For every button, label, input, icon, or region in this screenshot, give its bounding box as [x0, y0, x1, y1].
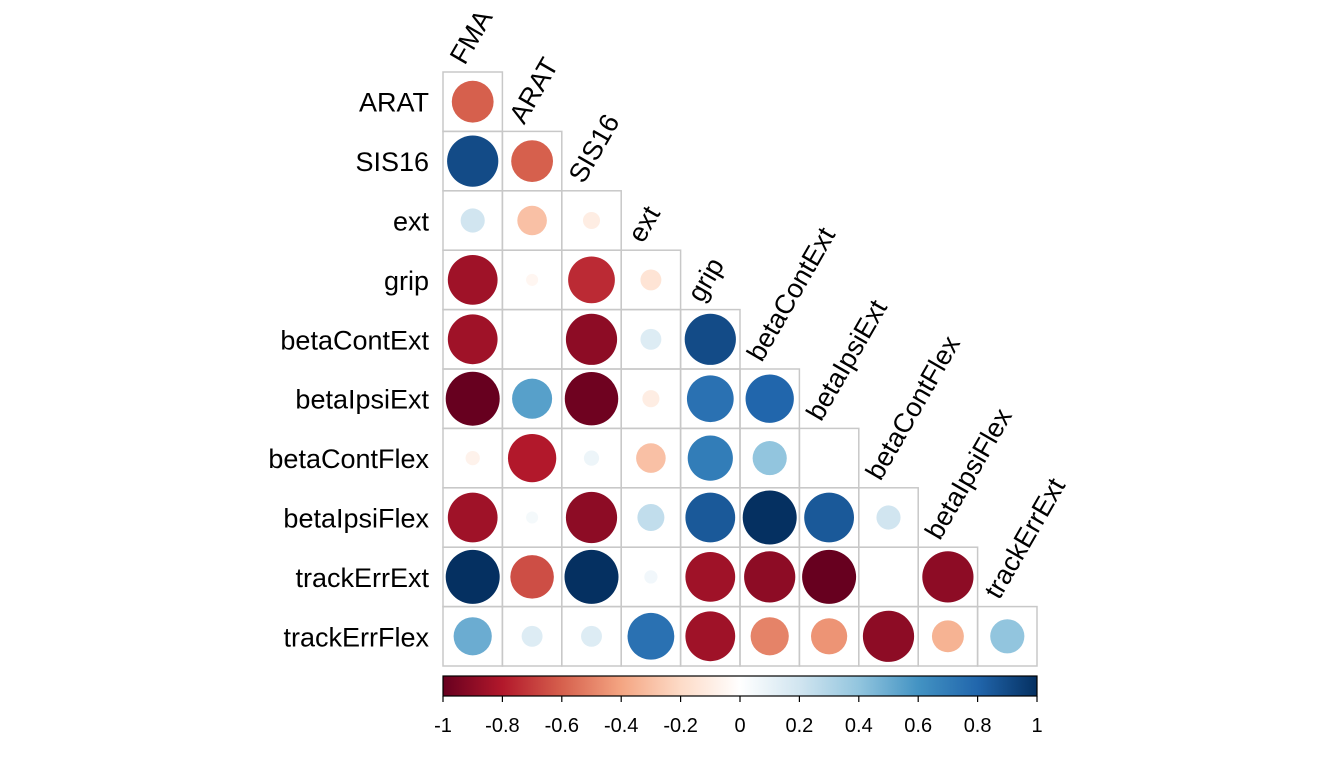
row-label: SIS16 [355, 147, 429, 177]
correlation-circle [521, 625, 543, 647]
correlation-circle [685, 552, 736, 602]
correlation-circle [447, 314, 498, 365]
column-label: betaContExt [741, 222, 842, 366]
correlation-circle [447, 135, 499, 187]
correlation-circle [750, 617, 789, 656]
correlation-circle [511, 140, 554, 183]
correlation-circle [684, 313, 736, 365]
correlation-circle [627, 612, 675, 660]
row-label: ARAT [359, 88, 429, 118]
row-label: betaIpsiExt [295, 385, 429, 415]
correlation-circle [640, 269, 662, 291]
correlation-circle [526, 273, 539, 286]
matrix-grid [442, 71, 1038, 667]
correlation-circle [640, 328, 662, 350]
correlation-circle [636, 443, 666, 473]
correlation-circle [568, 256, 615, 304]
row-labels: ARAT SIS16 ext grip betaContExt betaIpsiExt be… [268, 88, 429, 653]
correlation-circle [810, 618, 848, 655]
correlation-circle [990, 619, 1025, 654]
correlation-circle [752, 441, 787, 476]
column-label: betaIpsiExt [800, 294, 893, 425]
correlation-circle [507, 433, 557, 483]
correlation-circle [742, 490, 797, 545]
correlation-circle [564, 371, 619, 426]
colorbar-tick-label: 0.2 [785, 715, 813, 737]
colorbar-tick-label: 0.6 [904, 715, 932, 737]
correlation-circle [862, 610, 915, 662]
correlation-circle [460, 208, 485, 233]
row-label: ext [393, 207, 430, 237]
correlation-circle [453, 617, 492, 656]
correlation-circle [644, 570, 658, 584]
matrix-cell [976, 605, 1038, 667]
colorbar-tick-label: -1 [434, 715, 452, 737]
column-label: betaContFlex [860, 330, 967, 485]
correlation-circle [802, 549, 857, 604]
colorbar: -1 -0.8 -0.6 -0.4 -0.2 0 0.2 0.4 0.6 0.8 1 [434, 675, 1043, 737]
correlation-circle [686, 375, 734, 423]
correlation-circle [931, 620, 964, 653]
correlation-circle [451, 80, 494, 123]
correlation-circle [685, 611, 736, 662]
row-label: betaContFlex [268, 444, 429, 474]
colorbar-tick-label: 0.8 [964, 715, 992, 737]
row-label: betaIpsiFlex [283, 504, 429, 534]
row-label: grip [384, 266, 429, 296]
correlation-circle [745, 374, 794, 423]
correlation-circle [447, 255, 498, 305]
correlation-circles [445, 80, 1025, 662]
matrix-cell [858, 546, 919, 608]
correlation-circle [565, 313, 618, 365]
colorbar-tick-label: -0.8 [485, 715, 519, 737]
colorbar-tick-label: 0.4 [845, 715, 873, 737]
correlation-circle [685, 492, 736, 543]
row-label: betaContExt [280, 325, 429, 355]
correlation-circle [583, 450, 600, 466]
column-label: ARAT [503, 53, 564, 129]
correlation-circle [445, 371, 500, 426]
correlation-circle [564, 549, 619, 604]
colorbar-tick-label: 1 [1031, 715, 1042, 737]
correlation-circle [510, 555, 554, 599]
correlation-circle [465, 450, 480, 466]
correlation-circle [581, 625, 602, 647]
colorbar-tick-label: 0 [734, 715, 745, 737]
correlation-circle [582, 211, 601, 230]
correlation-circle [744, 551, 796, 603]
column-label: betaIpsiFlex [919, 403, 1018, 545]
colorbar-tick-label: -0.2 [663, 715, 697, 737]
colorbar-tick-label: -0.6 [545, 715, 579, 737]
correlation-circle [512, 378, 553, 419]
correlation-circle [565, 491, 618, 544]
column-label: grip [682, 253, 730, 307]
correlation-circle [445, 549, 500, 604]
column-label: FMA [444, 5, 498, 69]
correlation-circle [642, 390, 660, 408]
row-label: trackErrFlex [283, 622, 429, 652]
colorbar-gradient [442, 675, 1038, 697]
correlation-circle [687, 435, 733, 481]
correlation-circle [517, 205, 547, 236]
column-label: SIS16 [563, 109, 626, 188]
column-label: ext [622, 201, 666, 248]
matrix-cell [798, 427, 860, 489]
correlation-circle [804, 492, 854, 543]
matrix-cell [501, 308, 563, 370]
colorbar-tick-label: -0.4 [604, 715, 638, 737]
correlation-circle [526, 511, 539, 524]
correlation-circle [447, 492, 498, 543]
correlation-circle [922, 551, 974, 603]
correlation-circle [876, 505, 901, 530]
correlation-circle [637, 504, 665, 531]
column-label: trackErrExt [979, 473, 1072, 604]
row-label: trackErrExt [295, 563, 429, 593]
